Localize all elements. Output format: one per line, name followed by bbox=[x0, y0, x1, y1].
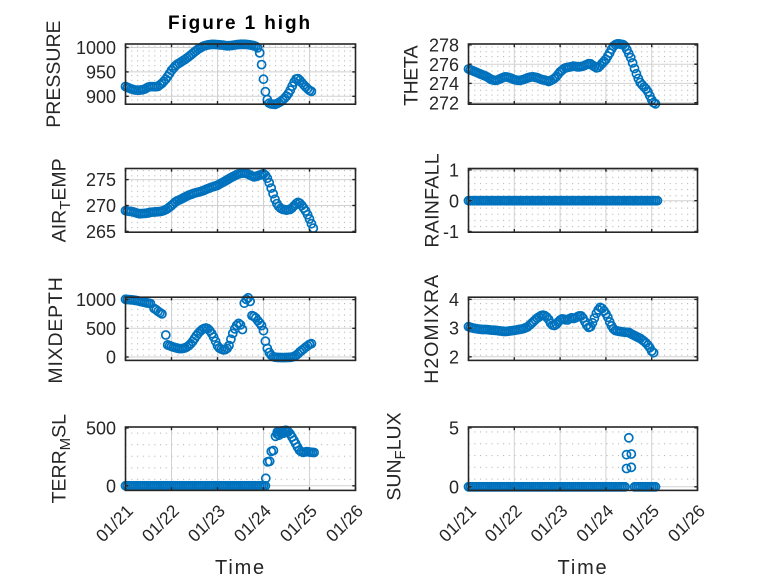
svg-text:5: 5 bbox=[449, 418, 459, 438]
svg-text:Figure 1 high: Figure 1 high bbox=[168, 13, 312, 34]
svg-text:0: 0 bbox=[449, 191, 459, 211]
svg-text:272: 272 bbox=[429, 93, 459, 113]
svg-text:950: 950 bbox=[86, 63, 116, 83]
svg-text:THETA: THETA bbox=[401, 45, 423, 105]
svg-text:274: 274 bbox=[429, 74, 459, 94]
svg-text:2: 2 bbox=[449, 347, 459, 367]
svg-text:MIXDEPTH: MIXDEPTH bbox=[45, 276, 67, 383]
svg-text:0: 0 bbox=[106, 348, 116, 368]
svg-text:0: 0 bbox=[106, 476, 116, 496]
svg-text:1000: 1000 bbox=[76, 38, 116, 58]
svg-text:SUNFLUX: SUNFLUX bbox=[384, 412, 410, 500]
svg-text:1: 1 bbox=[449, 161, 459, 181]
svg-text:4: 4 bbox=[449, 290, 459, 310]
svg-text:TERRMSL: TERRMSL bbox=[49, 414, 75, 504]
svg-text:-1: -1 bbox=[443, 222, 459, 242]
svg-text:Time: Time bbox=[558, 557, 609, 579]
svg-text:0: 0 bbox=[449, 477, 459, 497]
svg-text:270: 270 bbox=[86, 196, 116, 216]
svg-text:500: 500 bbox=[86, 319, 116, 339]
svg-text:500: 500 bbox=[86, 419, 116, 439]
svg-text:AIRTEMP: AIRTEMP bbox=[49, 158, 75, 242]
svg-text:H2OMIXRA: H2OMIXRA bbox=[421, 274, 443, 384]
svg-text:265: 265 bbox=[86, 222, 116, 242]
svg-text:275: 275 bbox=[86, 170, 116, 190]
svg-text:276: 276 bbox=[429, 55, 459, 75]
svg-text:Time: Time bbox=[215, 557, 266, 579]
svg-text:1000: 1000 bbox=[76, 290, 116, 310]
svg-text:278: 278 bbox=[429, 36, 459, 56]
svg-text:PRESSURE: PRESSURE bbox=[43, 20, 65, 127]
svg-text:3: 3 bbox=[449, 319, 459, 339]
svg-text:900: 900 bbox=[86, 87, 116, 107]
svg-text:RAINFALL: RAINFALL bbox=[422, 153, 444, 248]
